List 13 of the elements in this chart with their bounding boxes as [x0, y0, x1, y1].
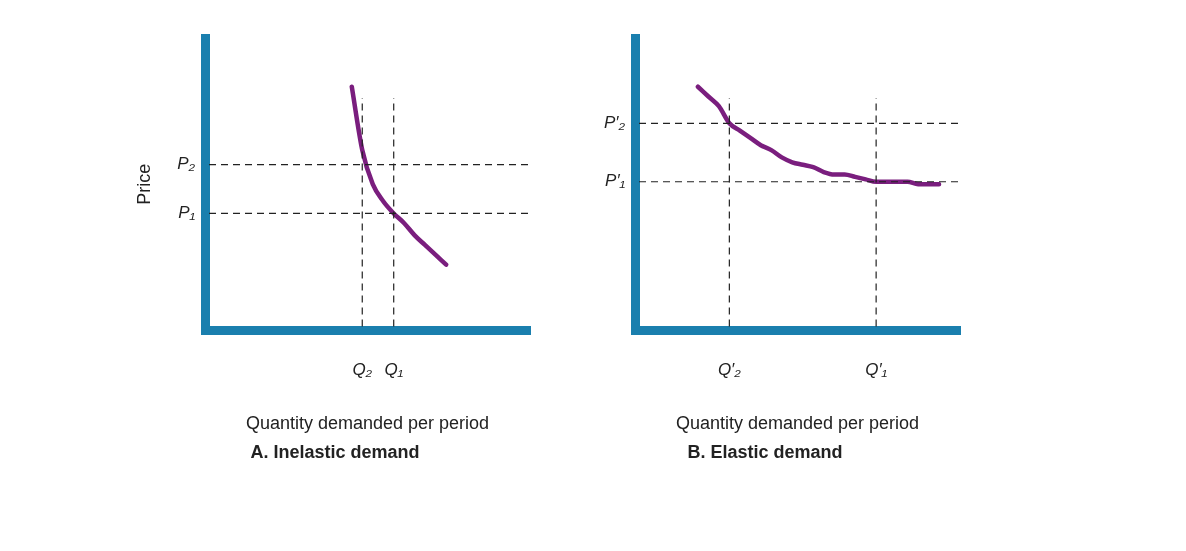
ref-line-label: P′₁ [605, 171, 625, 191]
text: A. Inelastic demand [250, 442, 420, 463]
x-tick-label: Q₁ [384, 360, 404, 380]
x-axis-title: Quantity demanded per period [675, 412, 920, 433]
x-tick-label: Q₂ [352, 360, 373, 380]
ref-line-label: P′₂ [603, 113, 626, 133]
ref-line-label: P₂ [177, 154, 196, 174]
ref-line-label: P₁ [178, 203, 195, 223]
x-axis-title: Quantity demanded per period [245, 412, 490, 433]
x-tick-label: Q′₂ [717, 360, 742, 380]
y-axis-title: Price [133, 163, 154, 205]
x-tick-label: Q′₁ [865, 360, 888, 380]
text: B. Elastic demand [687, 442, 843, 463]
